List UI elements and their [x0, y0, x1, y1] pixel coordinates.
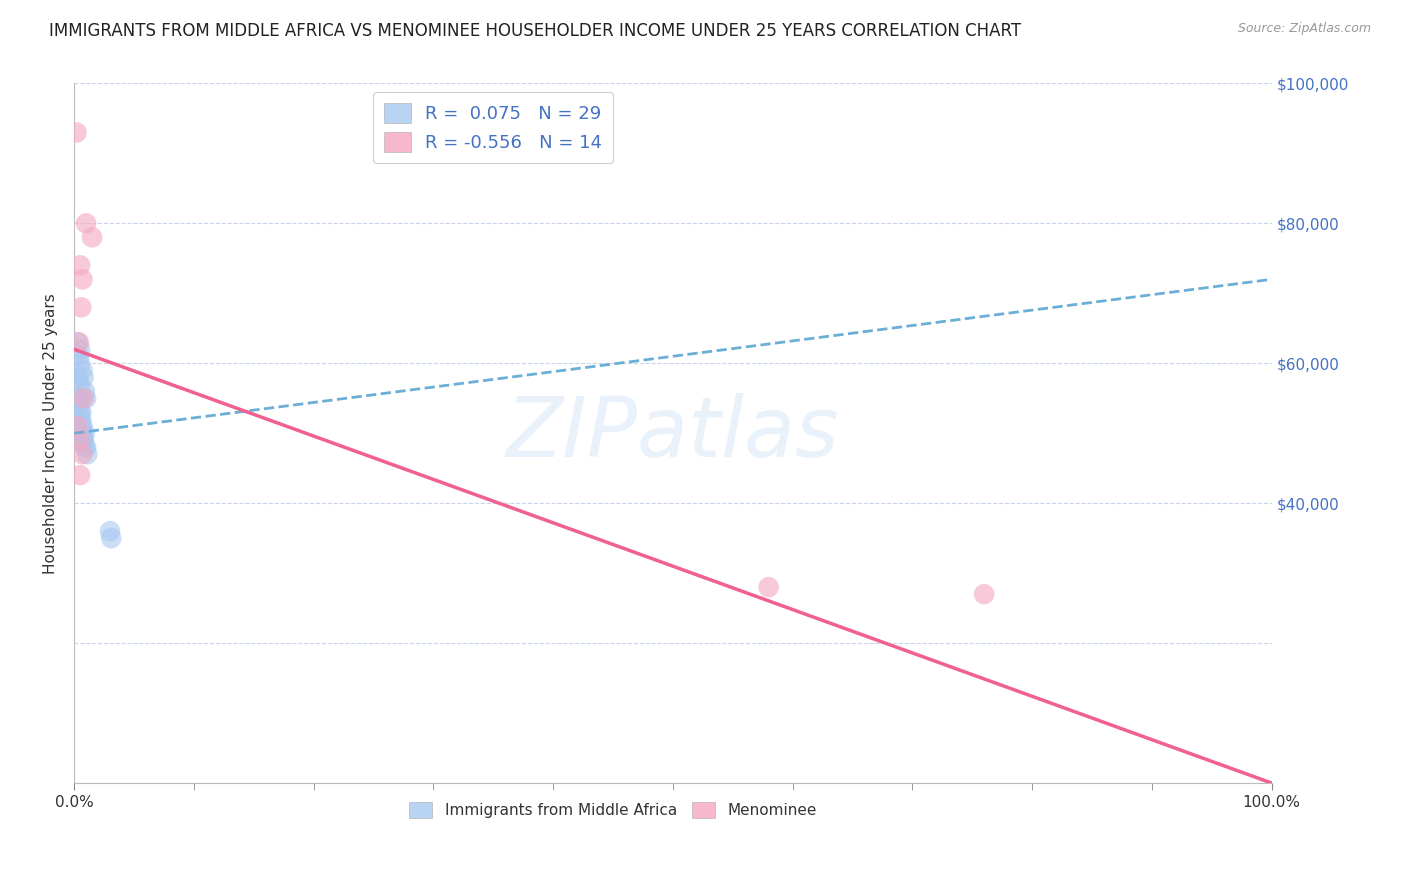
Text: IMMIGRANTS FROM MIDDLE AFRICA VS MENOMINEE HOUSEHOLDER INCOME UNDER 25 YEARS COR: IMMIGRANTS FROM MIDDLE AFRICA VS MENOMIN…: [49, 22, 1021, 40]
Point: [973, 587, 995, 601]
Point: [80, 230, 103, 244]
Point: [66, 419, 89, 434]
Point: [70, 419, 93, 434]
Point: [69, 405, 91, 419]
Point: [69, 258, 91, 272]
Point: [70, 391, 93, 405]
Point: [75, 440, 97, 454]
Point: [66, 335, 89, 350]
Point: [73, 434, 96, 448]
Text: ZIPatlas: ZIPatlas: [506, 392, 839, 474]
Point: [73, 434, 96, 448]
Point: [72, 272, 94, 286]
Point: [98, 524, 121, 538]
Point: [67, 412, 90, 426]
Point: [66, 370, 89, 384]
Point: [67, 349, 90, 363]
Point: [73, 370, 96, 384]
Point: [72, 426, 94, 441]
Point: [73, 384, 96, 399]
Point: [69, 468, 91, 483]
Point: [70, 301, 93, 315]
Point: [73, 426, 96, 441]
Point: [73, 440, 96, 454]
Point: [69, 377, 91, 392]
Point: [72, 426, 94, 441]
Point: [73, 391, 96, 405]
Point: [67, 398, 90, 412]
Point: [758, 580, 780, 594]
Point: [72, 447, 94, 461]
Point: [72, 363, 94, 377]
Legend: Immigrants from Middle Africa, Menominee: Immigrants from Middle Africa, Menominee: [404, 796, 823, 824]
Point: [70, 405, 93, 419]
Point: [69, 343, 91, 357]
Point: [67, 335, 90, 350]
Text: Source: ZipAtlas.com: Source: ZipAtlas.com: [1237, 22, 1371, 36]
Point: [69, 356, 91, 370]
Point: [76, 447, 98, 461]
Point: [66, 391, 89, 405]
Point: [100, 531, 122, 545]
Point: [65, 125, 87, 139]
Point: [69, 434, 91, 448]
Y-axis label: Householder Income Under 25 years: Householder Income Under 25 years: [44, 293, 58, 574]
Point: [75, 216, 97, 230]
Point: [70, 412, 93, 426]
Point: [72, 419, 94, 434]
Point: [75, 391, 97, 405]
